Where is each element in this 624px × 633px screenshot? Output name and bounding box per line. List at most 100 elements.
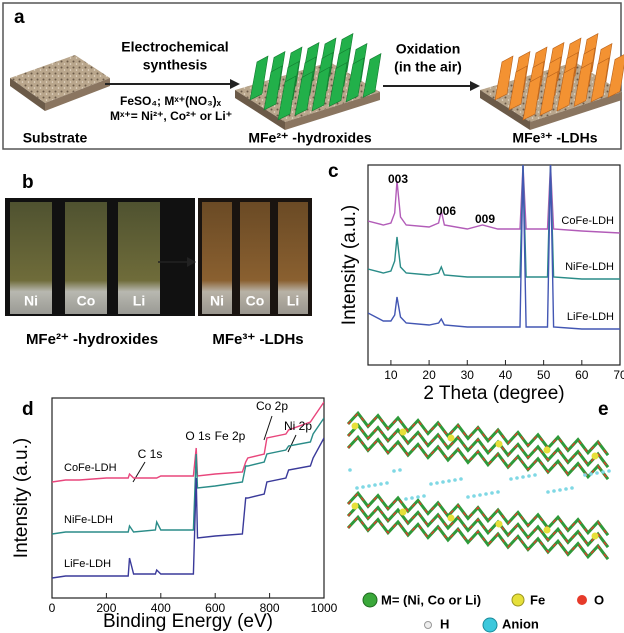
strip-label: Li: [133, 293, 145, 309]
bond-chain: [347, 492, 609, 536]
panel-b: b Ni Co Li Ni Co Li MFe²⁺ -hydroxides MF…: [5, 172, 312, 348]
caption: MFe²⁺ -hydroxides: [26, 331, 158, 348]
anion: [385, 481, 389, 485]
anion: [379, 482, 383, 486]
legend-swatch: [362, 592, 378, 608]
anion: [595, 471, 599, 475]
flake: [556, 66, 576, 112]
orange-flakes: [494, 32, 624, 121]
fe-atom: [351, 422, 359, 430]
anion: [398, 468, 402, 472]
x-tick-label: 1000: [311, 601, 338, 615]
anion: [441, 480, 445, 484]
peak-label: 006: [436, 204, 456, 218]
flake: [328, 61, 348, 108]
anion: [570, 486, 574, 490]
step-label: (in the air): [394, 59, 462, 75]
legend-swatch: [577, 595, 587, 605]
legend-label: H: [440, 616, 449, 631]
flake: [494, 55, 514, 101]
stage-label: MFe³⁺ -LDHs: [512, 130, 597, 146]
anion: [589, 472, 593, 476]
fe-atom: [543, 526, 551, 534]
peak-label: Ni 2p: [284, 419, 312, 433]
legend-label: Anion: [502, 616, 539, 631]
plot-frame: [51, 397, 325, 599]
flake: [294, 70, 314, 117]
stage-label: MFe²⁺ -hydroxides: [248, 130, 372, 146]
arrow-head: [470, 81, 480, 91]
arrow: [287, 434, 297, 453]
fe-atom: [399, 428, 407, 436]
anion: [459, 477, 463, 481]
panel-e: e M= (Ni, Co or Li) Fe O H Anion: [346, 399, 611, 633]
anion: [373, 483, 377, 487]
arrow: [132, 461, 146, 483]
x-tick-label: 10: [384, 368, 398, 382]
flake: [539, 70, 559, 117]
bond-chain: [347, 516, 609, 560]
arrow: [263, 415, 273, 441]
anion: [533, 473, 537, 477]
anion: [583, 473, 587, 477]
green-flakes: [249, 32, 382, 121]
flake: [249, 55, 269, 101]
anion: [515, 476, 519, 480]
anion: [472, 494, 476, 498]
anion: [466, 495, 470, 499]
anion: [552, 489, 556, 493]
bond-chain: [346, 514, 610, 561]
substrate-side: [480, 90, 530, 130]
anion: [453, 478, 457, 482]
flake: [311, 66, 331, 112]
anion: [490, 491, 494, 495]
anion: [546, 490, 550, 494]
series-label: NiFe-LDH: [64, 514, 113, 526]
metals: Mˣ⁺= Ni²⁺, Co²⁺ or Li⁺: [110, 109, 232, 123]
anion: [509, 477, 513, 481]
legend-swatch: [511, 593, 525, 607]
bond-chain: [346, 410, 610, 457]
substrate: [10, 55, 110, 103]
anion: [422, 494, 426, 498]
strip-label: Co: [77, 293, 96, 309]
y-axis-label: Intensity (a.u.): [11, 438, 32, 558]
x-axis-label: Binding Energy (eV): [103, 611, 273, 632]
arrow-head: [230, 79, 240, 89]
strip-label: Li: [287, 293, 299, 309]
anion: [447, 479, 451, 483]
flake: [522, 75, 542, 121]
anion: [367, 484, 371, 488]
anion: [601, 470, 605, 474]
flake: [362, 52, 382, 99]
caption: MFe³⁺ -LDHs: [212, 331, 303, 348]
sample-strip: [202, 202, 232, 314]
step-label: Electrochemical: [121, 39, 228, 55]
fe-atom: [495, 440, 503, 448]
spectrum-line: [52, 417, 324, 535]
series-label: NiFe-LDH: [565, 261, 614, 273]
peak-label: O 1s: [185, 429, 210, 443]
peak-label: Co 2p: [256, 399, 288, 413]
arrow-head: [187, 257, 196, 267]
anion: [484, 492, 488, 496]
spectrum-line: [368, 165, 620, 330]
anion: [410, 496, 414, 500]
sample-strip: [278, 202, 308, 314]
anion: [404, 497, 408, 501]
anion: [355, 486, 359, 490]
peak-label: C 1s: [138, 447, 163, 461]
anion: [496, 490, 500, 494]
panel-letter: a: [14, 7, 25, 28]
x-tick-label: 0: [49, 601, 56, 615]
fe-atom: [351, 502, 359, 510]
sample-strip: [118, 202, 160, 314]
anion: [416, 495, 420, 499]
fe-atom: [447, 514, 455, 522]
x-tick-label: 400: [151, 601, 171, 615]
flake: [590, 57, 610, 103]
fe-atom: [591, 532, 599, 540]
spectrum-line: [52, 437, 324, 579]
